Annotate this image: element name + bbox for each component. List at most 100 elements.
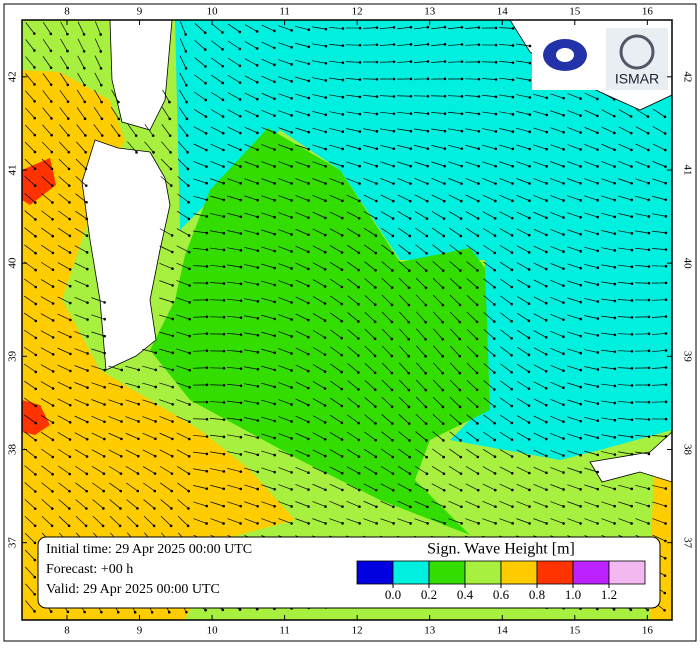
arrow-head — [614, 385, 617, 388]
arrow-head — [273, 522, 276, 525]
arrow-head — [324, 387, 327, 390]
arrow-head — [409, 489, 412, 492]
arrow-head — [375, 505, 378, 508]
arrow-head — [137, 369, 140, 372]
arrow-head — [374, 303, 377, 306]
arrow-head — [205, 115, 208, 118]
arrow-head — [375, 234, 378, 237]
arrow-head — [374, 286, 377, 289]
x-tick-label-bottom: 8 — [64, 625, 70, 637]
arrow-head — [562, 352, 565, 355]
arrow-head — [630, 608, 633, 611]
arrow-head — [290, 165, 293, 168]
arrow-head — [442, 252, 445, 255]
arrow-head — [648, 384, 651, 387]
arrow-head — [290, 454, 293, 457]
arrow-head — [648, 367, 651, 370]
arrow-head — [273, 284, 276, 287]
arrow-head — [359, 27, 362, 30]
arrow-head — [307, 438, 310, 441]
x-tick-label-top: 15 — [569, 6, 581, 18]
arrow-head — [528, 199, 531, 202]
arrow-head — [631, 299, 634, 302]
arrow-head — [409, 217, 412, 220]
arrow-head — [239, 64, 242, 67]
arrow-head — [34, 184, 37, 187]
arrow-head — [596, 266, 599, 269]
arrow-head — [240, 367, 243, 370]
arrow-head — [240, 384, 243, 387]
arrow-head — [647, 505, 650, 508]
arrow-head — [223, 333, 226, 336]
arrow-head — [597, 368, 600, 371]
arrow-head — [374, 355, 377, 358]
arrow-head — [357, 320, 360, 323]
arrow-head — [476, 286, 479, 289]
arrow-head — [34, 151, 37, 154]
arrow-head — [579, 318, 582, 321]
arrow-head — [171, 438, 174, 441]
arrow-head — [342, 79, 345, 82]
arrow-head — [494, 472, 497, 475]
arrow-head — [52, 252, 55, 255]
x-tick-label-bottom: 11 — [279, 625, 290, 637]
arrow-head — [648, 299, 651, 302]
arrow-head — [257, 266, 260, 269]
arrow-head — [528, 234, 531, 237]
arrow-head — [168, 101, 171, 104]
arrow-head — [375, 182, 378, 185]
arrow-head — [358, 252, 361, 255]
arrow-head — [511, 234, 514, 237]
arrow-head — [441, 372, 444, 375]
arrow-head — [171, 251, 174, 254]
map-area — [22, 20, 672, 620]
arrow-head — [325, 28, 328, 31]
arrow-head — [307, 251, 310, 254]
x-tick-label-top: 8 — [64, 6, 70, 18]
arrow-head — [511, 217, 514, 220]
arrow-head — [510, 303, 513, 306]
arrow-head — [340, 303, 343, 306]
arrow-head — [426, 522, 429, 525]
arrow-head — [647, 132, 650, 135]
colorbar-swatch — [501, 561, 537, 584]
arrow-head — [408, 235, 411, 238]
arrow-head — [545, 216, 548, 219]
arrow-head — [596, 471, 599, 474]
arrow-head — [290, 471, 293, 474]
arrow-head — [443, 506, 446, 509]
arrow-head — [476, 303, 479, 306]
arrow-head — [83, 50, 86, 53]
arrow-head — [69, 404, 72, 407]
arrow-head — [136, 525, 139, 528]
arrow-head — [240, 249, 243, 252]
arrow-head — [665, 349, 668, 352]
arrow-head — [324, 199, 327, 202]
arrow-head — [545, 251, 548, 254]
arrow-head — [324, 268, 327, 271]
arrow-head — [256, 216, 259, 219]
arrow-head — [562, 301, 565, 304]
arrow-head — [545, 268, 548, 271]
arrow-head — [665, 215, 668, 218]
arrow-head — [33, 593, 36, 596]
arrow-head — [206, 299, 209, 302]
arrow-head — [579, 182, 582, 185]
arrow-head — [376, 44, 379, 47]
arrow-head — [562, 335, 565, 338]
arrow-head — [154, 369, 157, 372]
arrow-head — [393, 78, 396, 81]
arrow-head — [66, 33, 69, 36]
arrow-head — [290, 148, 293, 151]
arrow-head — [86, 335, 89, 338]
arrow-head — [596, 199, 599, 202]
arrow-head — [34, 490, 37, 493]
arrow-head — [562, 437, 565, 440]
arrow-head — [409, 472, 412, 475]
arrow-head — [66, 50, 69, 53]
arrow-head — [427, 95, 430, 98]
arrow-head — [391, 252, 394, 255]
arrow-head — [442, 439, 445, 442]
arrow-head — [426, 200, 429, 203]
arrow-head — [86, 251, 89, 254]
